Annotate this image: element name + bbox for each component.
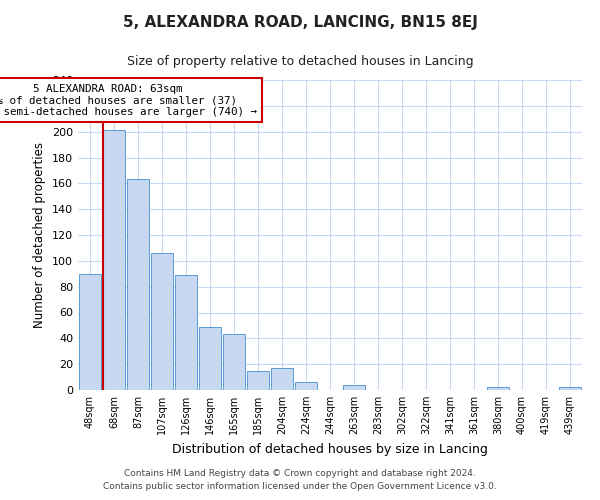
Text: 5, ALEXANDRA ROAD, LANCING, BN15 8EJ: 5, ALEXANDRA ROAD, LANCING, BN15 8EJ [122,15,478,30]
Bar [199,326,221,390]
Bar [103,130,125,390]
Bar [151,253,173,390]
Bar [271,368,293,390]
Bar [175,275,197,390]
Bar [223,334,245,390]
Bar [79,274,101,390]
Bar [127,180,149,390]
Text: Size of property relative to detached houses in Lancing: Size of property relative to detached ho… [127,55,473,68]
Bar [247,370,269,390]
Bar [295,382,317,390]
Text: Contains HM Land Registry data © Crown copyright and database right 2024.: Contains HM Land Registry data © Crown c… [124,468,476,477]
Text: 5 ALEXANDRA ROAD: 63sqm
← 5% of detached houses are smaller (37)
95% of semi-det: 5 ALEXANDRA ROAD: 63sqm ← 5% of detached… [0,84,257,117]
Text: Contains public sector information licensed under the Open Government Licence v3: Contains public sector information licen… [103,482,497,491]
Bar [559,388,581,390]
Y-axis label: Number of detached properties: Number of detached properties [34,142,46,328]
X-axis label: Distribution of detached houses by size in Lancing: Distribution of detached houses by size … [172,442,488,456]
Bar [487,388,509,390]
Bar [343,385,365,390]
